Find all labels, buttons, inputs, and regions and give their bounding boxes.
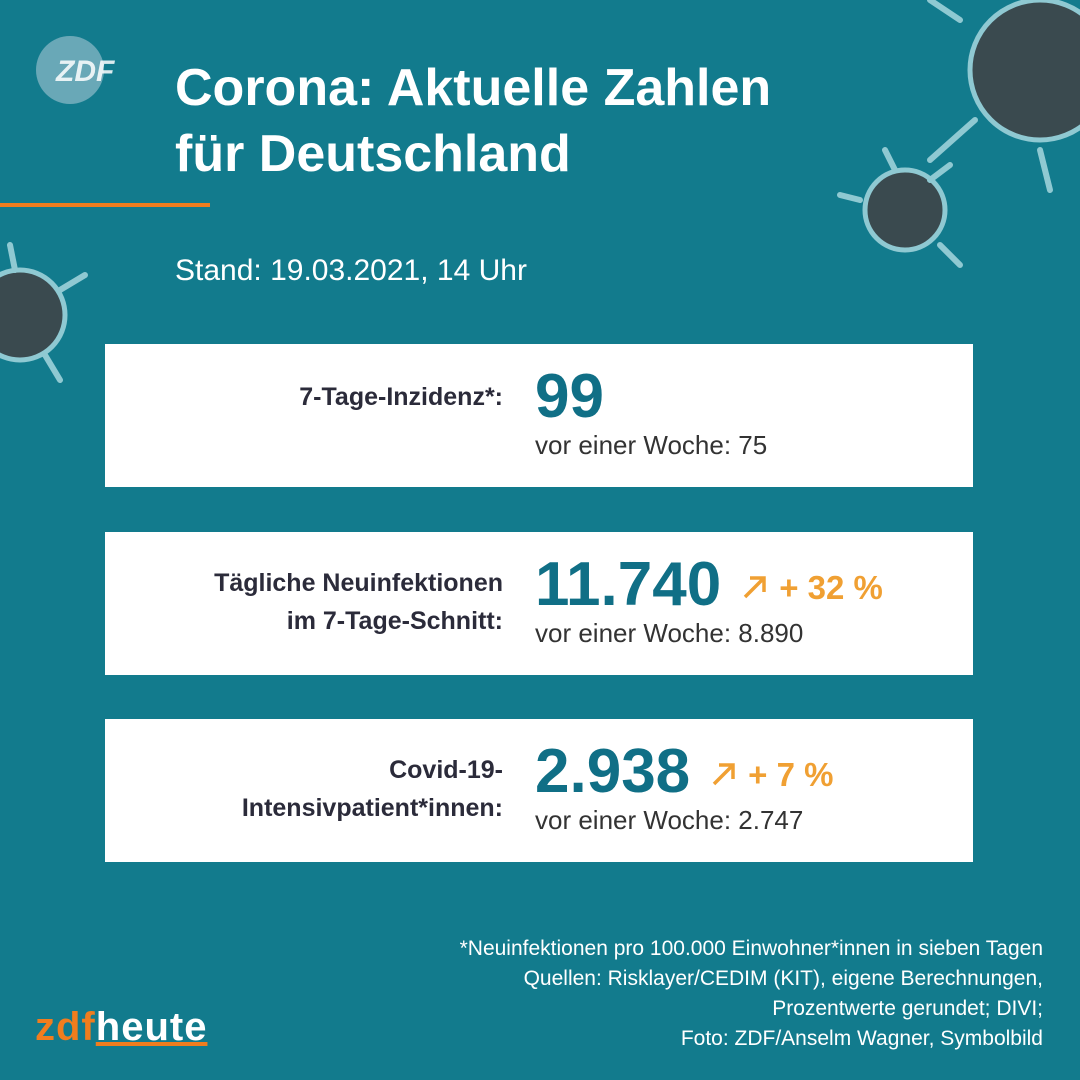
- title-line: für Deutschland: [175, 125, 571, 183]
- trend-text: + 7 %: [748, 756, 834, 793]
- label-line: 7-Tage-Inzidenz*:: [299, 383, 503, 411]
- label-line: Intensivpatient*innen:: [241, 794, 503, 822]
- brand-second: heute: [95, 1005, 208, 1049]
- previous-week: vor einer Woche: 8.890: [535, 618, 804, 648]
- logo: ZDF: [56, 55, 115, 88]
- trend-arrow: [712, 763, 735, 786]
- previous-week: vor einer Woche: 2.747: [535, 805, 804, 835]
- previous-week: vor einer Woche: 75: [535, 430, 768, 460]
- title-line: Corona: Aktuelle Zahlen: [175, 59, 772, 117]
- stat-label: 7-Tage-Inzidenz*:: [103, 378, 503, 416]
- label-line: im 7-Tage-Schnitt:: [286, 607, 503, 635]
- stat-card: Tägliche Neuinfektionen im 7-Tage-Schnitt…: [105, 532, 973, 675]
- trend: + 7 %: [710, 755, 833, 795]
- footnotes: *Neuinfektionen pro 100.000 Einwohner*in…: [460, 934, 1043, 1054]
- trend: + 32 %: [741, 568, 883, 608]
- footnote: Quellen: Risklayer/CEDIM (KIT), eigene B…: [523, 967, 1043, 990]
- stat-label: Covid-19- Intensivpatient*innen:: [103, 751, 503, 827]
- trend-text: + 32 %: [779, 569, 883, 606]
- title: Corona: Aktuelle Zahlen für Deutschland: [175, 55, 771, 187]
- stat-value: 11.740: [535, 550, 722, 619]
- brand-first: zdf: [35, 1005, 96, 1049]
- footnote: Prozentwerte gerundet; DIVI;: [772, 997, 1043, 1020]
- trend-arrow: [743, 576, 766, 599]
- footnote: Foto: ZDF/Anselm Wagner, Symbolbild: [680, 1027, 1043, 1050]
- accent-line: [0, 203, 210, 207]
- stat-value: 2.938: [535, 737, 691, 806]
- brand: zdfheute: [35, 1005, 207, 1050]
- label-line: Covid-19-: [389, 756, 503, 784]
- label-line: Tägliche Neuinfektionen: [214, 569, 503, 597]
- stat-card: 7-Tage-Inzidenz*: 99 vor einer Woche: 75: [105, 344, 973, 487]
- footnote: *Neuinfektionen pro 100.000 Einwohner*in…: [459, 937, 1043, 960]
- stat-label: Tägliche Neuinfektionen im 7-Tage-Schnitt…: [103, 564, 503, 640]
- stat-card: Covid-19- Intensivpatient*innen: 2.938 vor …: [105, 719, 973, 862]
- stat-value: 99: [535, 362, 604, 431]
- stand: Stand: 19.03.2021, 14 Uhr: [175, 254, 527, 287]
